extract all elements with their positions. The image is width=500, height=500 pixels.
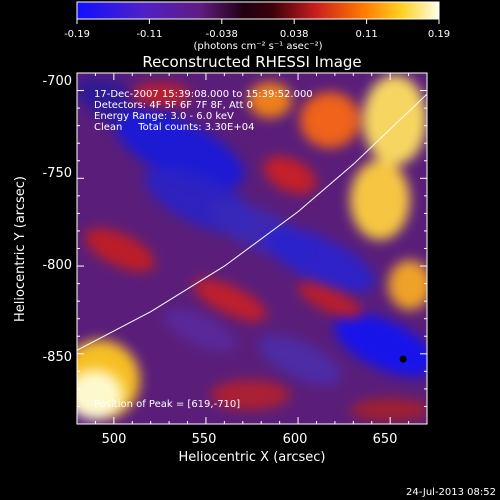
- info-line-counts: Clean Total counts: 3.30E+04: [94, 122, 254, 133]
- solar-limb-curve: [77, 93, 427, 351]
- info-line-energy: Energy Range: 3.0 - 6.0 keV: [94, 111, 234, 122]
- x-axis-label: Heliocentric X (arcsec): [179, 450, 326, 465]
- emission-blob: [210, 380, 290, 410]
- y-tick-label-850: -850: [42, 350, 72, 365]
- emission-blob: [130, 83, 190, 107]
- y-tick-label-750: -750: [42, 166, 72, 181]
- colorbar-unit-label: (photons cm⁻² s⁻¹ asec⁻²): [193, 41, 322, 52]
- colorbar-tick-label-2: -0.038: [206, 29, 238, 40]
- peak-position-text: Position of Peak = [619,-710]: [94, 399, 240, 410]
- x-tick-label-550: 550: [192, 432, 217, 447]
- info-line-time: 17-Dec-2007 15:39:08.000 to 15:39:52.000: [94, 89, 313, 100]
- colorbar: -0.19 -0.11 -0.038 0.038 0.11 0.19 (phot…: [64, 1, 450, 52]
- emission-blob: [363, 75, 427, 165]
- emission-blob: [300, 92, 360, 148]
- x-axis: 500 550 600 650 Heliocentric X (arcsec): [102, 432, 398, 465]
- info-line-detectors: Detectors: 4F 5F 6F 7F 8F, Att 0: [94, 100, 253, 111]
- emission-blob: [163, 307, 237, 353]
- plot-title: Reconstructed RHESSI Image: [142, 53, 361, 71]
- x-tick-label-500: 500: [102, 432, 127, 447]
- colorbar-tick-label-3: 0.038: [280, 29, 309, 40]
- emission-blob: [350, 160, 410, 240]
- colorbar-tick-label-1: -0.11: [136, 29, 162, 40]
- emission-blob: [388, 260, 427, 310]
- emission-blob: [193, 278, 267, 322]
- emission-blob: [334, 313, 427, 377]
- colorbar-strip: [76, 1, 440, 20]
- x-tick-label-650: 650: [373, 432, 398, 447]
- emission-blob: [248, 82, 292, 118]
- emission-blob: [297, 281, 363, 319]
- colorbar-tick-label-5: 0.19: [428, 29, 450, 40]
- emission-blob: [84, 228, 156, 272]
- emission-blob: [350, 398, 427, 422]
- emission-blob: [77, 370, 123, 420]
- y-axis: -700 -750 -800 -850 Heliocentric Y (arcs…: [13, 74, 72, 365]
- emission-blob: [263, 156, 317, 194]
- colorbar-tick-label-4: 0.11: [355, 29, 377, 40]
- emission-blob: [258, 334, 342, 386]
- colorbar-tick-label-0: -0.19: [64, 29, 90, 40]
- colorbar-ticks: [76, 19, 440, 24]
- timestamp: 24-Jul-2013 08:52: [406, 487, 496, 498]
- emission-blob: [264, 227, 376, 293]
- observation-info: 17-Dec-2007 15:39:08.000 to 15:39:52.000…: [94, 89, 313, 410]
- image-panel: [76, 72, 428, 425]
- x-tick-label-600: 600: [283, 432, 308, 447]
- peak-marker: [399, 355, 407, 363]
- y-tick-label-800: -800: [42, 258, 72, 273]
- emission-map: [77, 75, 427, 422]
- axis-ticks: [76, 72, 428, 425]
- emission-blob: [115, 111, 245, 189]
- y-tick-label-700: -700: [42, 74, 72, 89]
- y-axis-label: Heliocentric Y (arcsec): [13, 176, 28, 322]
